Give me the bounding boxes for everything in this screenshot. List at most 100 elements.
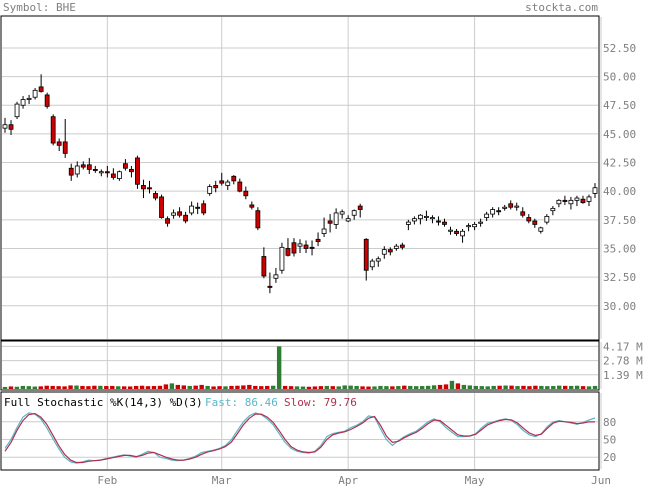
candle-body <box>592 187 598 194</box>
date-tick-label: Feb <box>97 474 117 486</box>
candle-body <box>562 199 568 202</box>
volume-bar <box>157 385 163 389</box>
candle-body <box>436 220 441 223</box>
volume-bar <box>247 384 252 389</box>
volume-bar <box>509 385 514 389</box>
date-axis: FebMarAprMayJunJul <box>97 474 611 486</box>
candle-body <box>297 243 303 247</box>
volume-bar <box>521 385 526 389</box>
volume-bar <box>223 386 228 389</box>
candlestick-series <box>2 74 598 294</box>
candle-body <box>165 218 170 224</box>
candle-body <box>514 205 520 208</box>
volume-bar <box>551 386 556 389</box>
candle-body <box>315 238 321 242</box>
volume-bar <box>539 385 544 389</box>
stochastic-axis: 80 50 20 <box>603 416 616 464</box>
volume-bar <box>443 384 449 389</box>
price-tick-label: 45.00 <box>603 128 636 141</box>
volume-bar <box>127 386 133 389</box>
volume-bar <box>378 385 383 389</box>
volume-tick-label: 1.39 M <box>603 369 643 382</box>
volume-panel <box>0 340 600 391</box>
candle-body <box>213 185 219 189</box>
candle-body <box>92 169 98 171</box>
volume-bar <box>324 385 330 389</box>
volume-bar <box>229 385 234 389</box>
date-tick-label: Mar <box>212 474 232 486</box>
candle-body <box>8 124 14 130</box>
volume-bar <box>98 385 103 389</box>
volume-bar <box>145 386 151 389</box>
volume-bar <box>384 386 389 389</box>
stochastic-slow-line <box>4 412 596 464</box>
volume-bar <box>121 386 127 389</box>
candle-body <box>195 206 201 209</box>
volume-series <box>2 346 598 389</box>
volume-bar <box>455 383 461 389</box>
candle-body <box>327 220 333 224</box>
volume-bar <box>515 386 520 389</box>
volume-bar <box>336 386 341 389</box>
candle-body <box>351 210 357 216</box>
candle-body <box>369 260 375 268</box>
volume-bar <box>2 386 8 389</box>
volume-bar <box>199 384 204 389</box>
candle-body <box>26 97 32 100</box>
volume-bar <box>396 386 401 389</box>
volume-bar <box>193 385 198 389</box>
candle-body <box>74 165 80 175</box>
volume-bar <box>419 386 425 389</box>
volume-bar <box>169 383 175 389</box>
volume-bar <box>116 386 121 389</box>
volume-bar <box>467 385 473 389</box>
candle-body <box>285 248 291 256</box>
volume-bar <box>414 386 419 389</box>
price-tick-label: 32.50 <box>603 271 636 284</box>
stochastic-series <box>4 412 596 464</box>
candle-body <box>50 116 56 144</box>
volume-bar <box>205 385 210 389</box>
candle-body <box>267 285 273 288</box>
symbol-label: Symbol: BHE <box>3 1 76 14</box>
volume-bar <box>8 386 14 389</box>
candle-body <box>490 209 496 215</box>
candle-body <box>357 205 363 210</box>
price-tick-label: 52.50 <box>603 42 636 55</box>
candle-body <box>405 221 411 225</box>
volume-bar <box>110 385 115 389</box>
candle-body <box>177 211 182 216</box>
price-axis: 52.50 50.00 47.50 45.00 42.50 40.00 37.50 35.00… <box>603 42 636 313</box>
candle-body <box>20 99 26 106</box>
volume-bar <box>288 386 294 389</box>
candle-body <box>496 210 502 213</box>
volume-bar <box>62 386 67 389</box>
candle-body <box>2 124 8 129</box>
volume-bar <box>265 385 270 389</box>
price-panel <box>0 15 600 341</box>
candle-body <box>237 181 243 192</box>
candle-body <box>116 171 122 179</box>
candle-body <box>129 169 134 173</box>
volume-bar <box>473 385 479 389</box>
candle-body <box>38 86 44 92</box>
candle-body <box>484 213 490 218</box>
volume-tick-label: 4.17 M <box>603 340 643 353</box>
candle-body <box>147 187 152 190</box>
candle-body <box>574 197 580 201</box>
candle-body <box>430 217 435 220</box>
candle-body <box>14 103 20 118</box>
volume-bar <box>151 386 157 389</box>
volume-bar <box>86 386 91 389</box>
volume-bar <box>592 385 598 389</box>
volume-bar <box>38 386 43 389</box>
volume-bar <box>32 386 37 389</box>
candle-body <box>375 258 381 262</box>
volume-bar <box>557 385 562 389</box>
candle-body <box>580 198 586 204</box>
candle-body <box>135 157 140 185</box>
candle-body <box>261 256 267 277</box>
stochastic-tick-label: 20 <box>603 451 616 464</box>
candle-body <box>333 212 339 225</box>
volume-bar <box>276 346 282 389</box>
